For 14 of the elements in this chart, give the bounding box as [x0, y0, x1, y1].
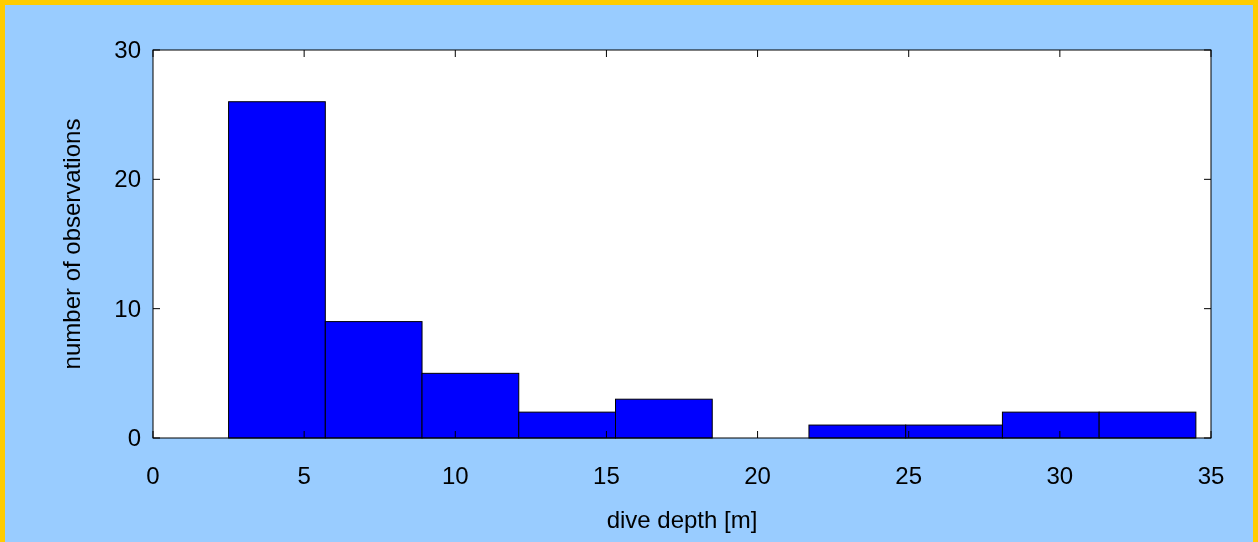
x-tick-label: 30	[1046, 462, 1074, 489]
y-tick-label: 10	[114, 294, 141, 322]
y-tick-label: 0	[127, 424, 141, 451]
x-tick-label: 0	[146, 462, 160, 489]
x-tick-label: 35	[1197, 462, 1225, 489]
y-axis-title: number of observations	[58, 118, 85, 370]
x-axis-title: dive depth [m]	[606, 506, 758, 533]
y-tick-label: 30	[114, 36, 141, 63]
y-tick-label: 20	[114, 165, 141, 193]
x-tick-label: 15	[593, 462, 620, 489]
x-tick-label: 10	[441, 462, 469, 489]
x-tick-label: 20	[744, 462, 771, 489]
x-tick-label: 5	[297, 462, 311, 489]
x-tick-label: 25	[895, 462, 923, 489]
